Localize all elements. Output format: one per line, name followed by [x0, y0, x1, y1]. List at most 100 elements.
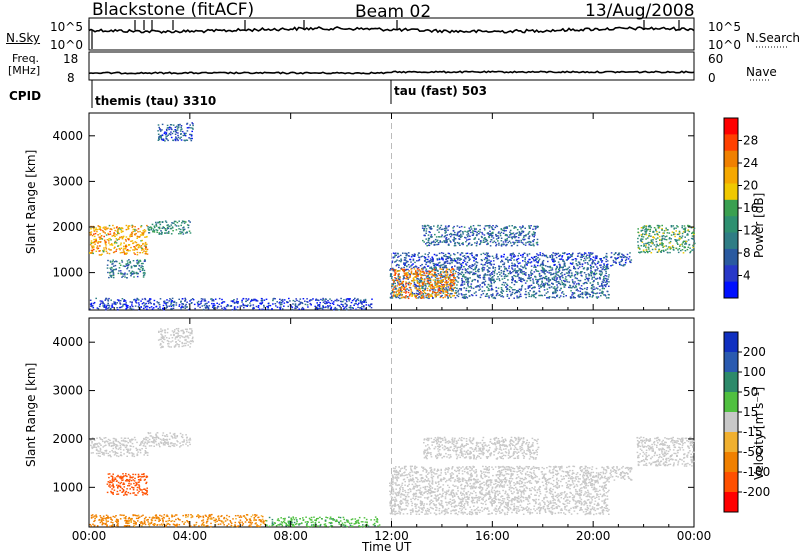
power-cell-region-7	[436, 259, 439, 261]
power-cell-region-5	[601, 284, 603, 286]
power-cell-region-4	[129, 306, 131, 308]
power-cell-region-6	[415, 287, 417, 289]
power-cell-region-9	[649, 230, 651, 232]
power-cell-region-9	[679, 245, 681, 247]
velocity-cell-region-0	[133, 455, 136, 458]
power-cell-region-5	[543, 268, 545, 270]
power-cell-region-0	[106, 239, 109, 241]
power-cell-region-9	[639, 252, 641, 254]
power-cell-region-5	[536, 279, 539, 281]
power-cell-region-1	[166, 232, 168, 234]
power-cell-region-3	[188, 137, 190, 139]
power-cell-region-5	[547, 277, 550, 279]
power-cell-region-0	[116, 226, 118, 228]
power-cell-region-5	[552, 283, 554, 285]
power-cell-region-9	[649, 225, 652, 227]
power-cell-region-7	[516, 261, 519, 263]
power-cell-region-8	[423, 241, 425, 243]
velocity-cell-region-0	[91, 440, 93, 443]
power-cell-region-8	[454, 244, 457, 247]
power-cell-region-8	[503, 227, 506, 229]
power-cell-region-6	[410, 272, 413, 274]
power-cell-region-5	[541, 283, 543, 285]
power-cell-region-9	[665, 249, 667, 251]
power-cell-region-7	[594, 259, 596, 261]
power-cell-region-7	[405, 255, 408, 257]
power-cell-region-6	[393, 274, 396, 276]
power-cell-region-5	[508, 267, 510, 269]
power-cell-region-2	[120, 273, 122, 275]
velocity-cell-region-0	[146, 443, 148, 445]
power-cell-region-5	[548, 284, 551, 286]
power-cell-region-7	[542, 262, 544, 265]
power-cell-region-7	[398, 264, 400, 266]
power-cell-region-4	[104, 304, 106, 306]
velocity-cell-region-1	[147, 432, 150, 435]
power-cell-region-4	[261, 299, 264, 302]
power-cell-region-6	[449, 270, 452, 272]
power-cell-region-9	[646, 237, 649, 239]
power-cell-region-5	[487, 287, 490, 290]
power-cell-region-6	[442, 297, 444, 299]
power-cell-region-5	[546, 284, 549, 286]
power-cell-region-5	[461, 278, 463, 280]
power-cell-region-4	[149, 301, 152, 303]
power-cell-region-5	[453, 275, 455, 277]
power-cell-region-9	[692, 246, 695, 249]
power-cell-region-5	[449, 282, 452, 285]
power-cell-region-1	[163, 227, 165, 229]
power-cell-region-7	[584, 252, 587, 255]
power-cell-region-5	[505, 290, 508, 292]
power-cell-region-5	[421, 281, 423, 283]
power-cell-region-8	[535, 227, 537, 229]
power-cell-region-7	[404, 262, 407, 264]
power-cell-region-5	[516, 272, 518, 274]
power-cell-region-8	[433, 243, 436, 246]
power-cell-region-7	[511, 262, 513, 264]
power-cell-region-4	[312, 298, 314, 300]
power-cell-region-1	[158, 227, 161, 230]
power-cell-region-5	[423, 281, 426, 283]
power-cell-region-9	[675, 240, 678, 242]
power-cell-region-5	[555, 267, 558, 270]
power-cell-region-6	[405, 291, 408, 293]
power-cell-region-7	[451, 262, 453, 264]
power-cell-region-0	[109, 230, 111, 233]
power-cell-region-0	[92, 242, 95, 244]
power-cell-region-4	[262, 308, 265, 311]
power-cell-region-2	[126, 268, 128, 270]
power-cell-region-5	[417, 293, 420, 296]
power-cell-region-8	[445, 231, 447, 233]
power-cell-region-5	[600, 295, 602, 297]
power-cell-region-4	[111, 306, 113, 308]
power-cell-region-5	[570, 296, 572, 299]
power-cell-region-4	[107, 302, 109, 305]
power-cell-region-7	[465, 263, 467, 265]
power-cell-region-8	[500, 228, 503, 230]
power-cell-region-5	[600, 266, 602, 269]
power-cell-region-2	[133, 264, 135, 267]
power-cell-region-5	[516, 297, 519, 299]
power-cell-region-3	[185, 139, 187, 141]
power-cell-region-0	[139, 235, 141, 238]
velocity-cell-region-0	[99, 447, 102, 450]
power-cell-region-5	[417, 278, 420, 280]
power-cell-region-6	[432, 279, 435, 281]
power-cell-region-7	[404, 263, 406, 266]
power-cell-region-9	[685, 243, 688, 245]
power-cell-region-7	[453, 253, 455, 255]
power-cell-region-6	[405, 285, 407, 287]
power-cell-region-3	[180, 139, 183, 141]
power-cell-region-7	[583, 260, 585, 262]
power-cell-region-9	[661, 238, 663, 241]
velocity-cell-region-0	[90, 439, 92, 441]
power-cell-region-5	[461, 271, 464, 274]
power-cell-region-5	[434, 276, 437, 279]
power-cell-region-6	[445, 282, 448, 285]
power-cell-region-8	[423, 228, 425, 231]
power-cell-region-0	[139, 252, 141, 254]
power-cell-region-2	[128, 259, 130, 261]
power-cell-region-5	[573, 286, 576, 289]
velocity-cell-region-0	[95, 452, 98, 455]
velocity-cell-region-0	[117, 455, 120, 458]
